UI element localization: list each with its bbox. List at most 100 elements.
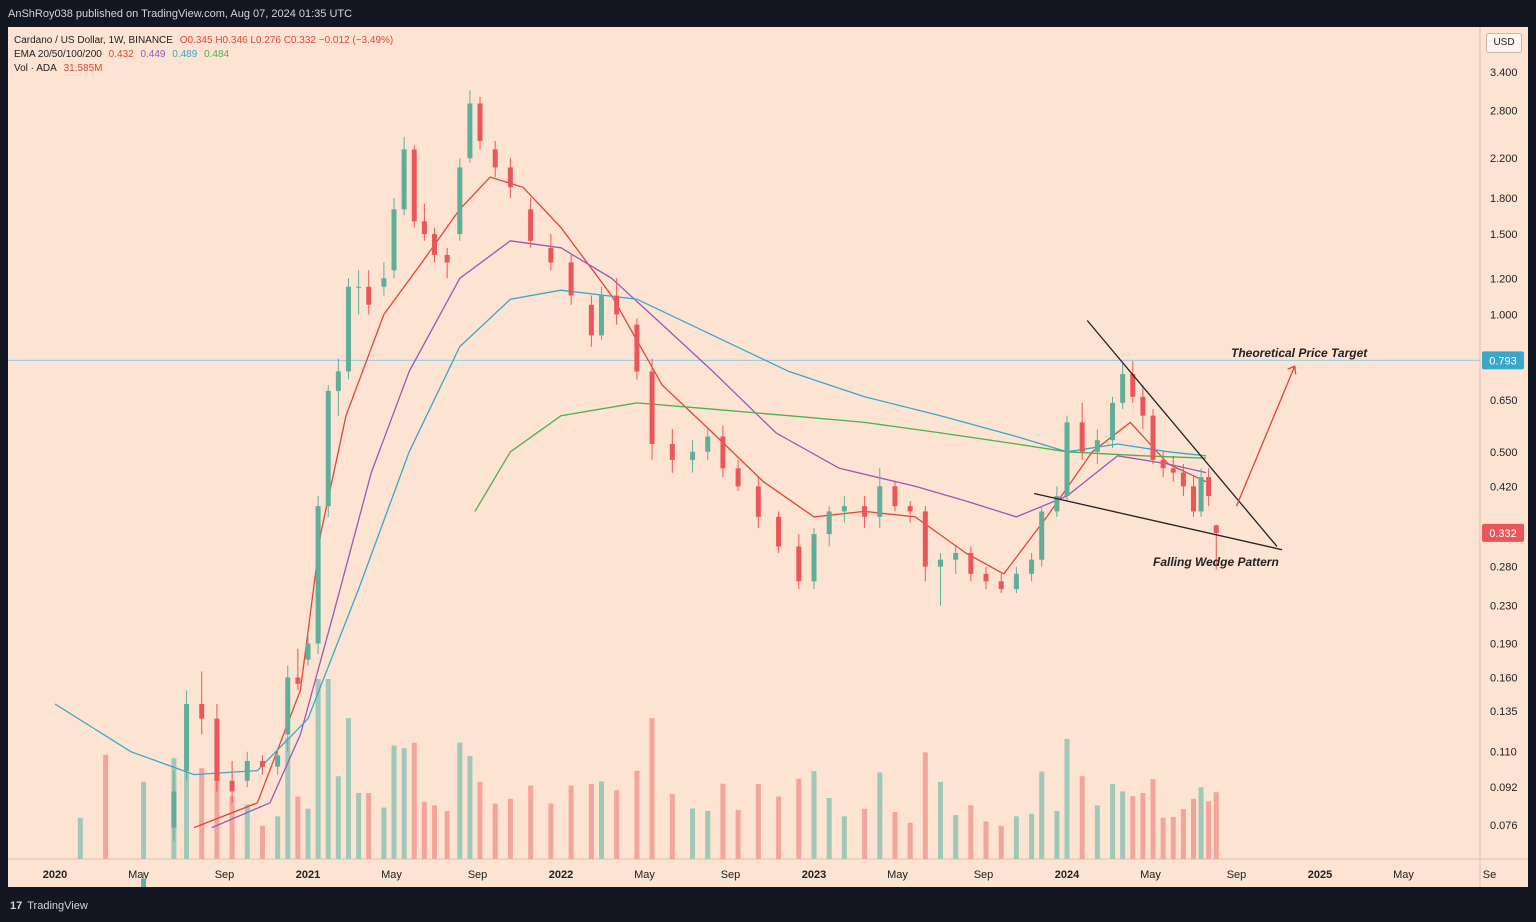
- candle-body: [295, 677, 301, 684]
- candle-body: [877, 486, 883, 517]
- volume-bar: [1054, 810, 1060, 859]
- tradingview-logo-icon: 17: [10, 900, 23, 912]
- candle-body: [690, 451, 696, 460]
- candle-body: [1170, 468, 1176, 473]
- candle-body: [335, 371, 341, 391]
- candle-body: [1130, 374, 1136, 397]
- y-tick-label: 0.190: [1490, 638, 1518, 650]
- chart-panel[interactable]: 3.400 2.800 2.200 1.800 1.500 1.200 1.000 0.650…: [8, 27, 1528, 887]
- candle-body: [492, 149, 498, 168]
- candle-body: [634, 324, 640, 372]
- legend-ema200-value: 0.484: [204, 49, 230, 60]
- candle-body: [184, 703, 190, 771]
- volume-bar: [1160, 817, 1166, 859]
- legend-ema-row: EMA 20/50/100/200 0.432 0.449 0.489 0.48…: [14, 48, 397, 62]
- legend-ema100-value: 0.489: [172, 49, 198, 60]
- x-tick-label: May: [128, 869, 149, 881]
- volume-bar: [366, 792, 372, 859]
- volume-bar: [391, 745, 397, 859]
- volume-bar: [381, 807, 387, 859]
- annotation-price-target: Theoretical Price Target: [1231, 346, 1368, 360]
- volume-bar: [103, 754, 109, 859]
- x-tick-label: Sep: [974, 869, 994, 881]
- candle-body: [305, 643, 311, 660]
- volume-bar: [862, 808, 868, 859]
- tradingview-brand: TradingView: [27, 900, 88, 912]
- candle-body: [1120, 374, 1126, 403]
- candle-body: [1094, 440, 1100, 452]
- candle-body: [796, 546, 802, 582]
- y-tick-label: 1.800: [1490, 193, 1518, 205]
- candle-body: [755, 486, 761, 517]
- y-tick-label: 2.800: [1490, 105, 1518, 117]
- y-tick-label: 0.110: [1490, 747, 1517, 759]
- volume-bar: [705, 810, 711, 859]
- volume-bar: [1120, 791, 1126, 859]
- candle-body: [1064, 422, 1070, 496]
- volume-bar: [953, 815, 959, 859]
- x-tick-label: 2023: [802, 869, 826, 881]
- candle-body: [381, 278, 387, 287]
- x-tick-label: Sep: [215, 869, 235, 881]
- x-tick-label: May: [1393, 869, 1414, 881]
- volume-bar: [275, 816, 281, 859]
- currency-selector[interactable]: USD: [1486, 33, 1522, 53]
- volume-bar: [141, 781, 147, 859]
- ema200-line: [474, 402, 1207, 512]
- y-tick-label: 0.135: [1490, 706, 1518, 718]
- volume-bar: [492, 803, 498, 859]
- chart-legend: Cardano / US Dollar, 1W, BINANCE O0.345 …: [14, 34, 397, 76]
- wedge-upper-line: [1086, 320, 1278, 547]
- x-tick-label: May: [887, 869, 908, 881]
- volume-bar: [907, 822, 913, 859]
- volume-bar: [690, 808, 696, 859]
- y-tick-label: 0.092: [1490, 782, 1518, 794]
- volume-bar: [720, 783, 726, 859]
- volume-bar: [776, 796, 782, 859]
- candle-body: [444, 254, 450, 263]
- candle-body: [588, 304, 594, 336]
- candle-body: [171, 791, 177, 828]
- x-tick-label: 2021: [296, 869, 320, 881]
- candle-body: [892, 486, 898, 507]
- tradingview-logo[interactable]: 17 TradingView: [10, 900, 88, 912]
- candle-body: [411, 149, 417, 222]
- candle-body: [1029, 559, 1035, 574]
- volume-bar: [345, 718, 351, 859]
- volume-bar: [507, 798, 513, 859]
- x-tick-label: Sep: [721, 869, 741, 881]
- volume-bar: [634, 770, 640, 859]
- legend-vol-value: 31.585M: [63, 63, 103, 74]
- x-tick-label: Sep: [1227, 869, 1247, 881]
- volume-bar: [669, 794, 675, 859]
- legend-vol-label: Vol · ADA: [14, 63, 57, 74]
- candle-body: [507, 167, 513, 188]
- candle-body: [457, 167, 463, 235]
- price-chart[interactable]: 3.400 2.800 2.200 1.800 1.500 1.200 1.000 0.650…: [8, 27, 1528, 887]
- price-label-text: 0.332: [1489, 528, 1517, 540]
- volume-bar: [614, 790, 620, 859]
- y-tick-label: 0.160: [1490, 673, 1518, 685]
- y-tick-label: 0.280: [1490, 562, 1518, 574]
- candle-body: [1079, 422, 1085, 452]
- candle-body: [1180, 472, 1186, 487]
- x-tick-label: 2025: [1308, 869, 1332, 881]
- y-tick-label: 1.200: [1490, 273, 1518, 285]
- volume-bar: [892, 811, 898, 859]
- publish-bar: AnShRoy038 published on TradingView.com,…: [0, 0, 1536, 27]
- candle-body: [401, 149, 407, 210]
- candle-body: [432, 234, 437, 255]
- candle-body: [199, 703, 205, 719]
- candle-body: [705, 436, 711, 452]
- volume-bar: [1064, 738, 1070, 859]
- x-tick-label: May: [1140, 869, 1161, 881]
- candle-body: [649, 371, 655, 445]
- candle-body: [568, 262, 574, 296]
- x-tick-label: 2020: [43, 869, 67, 881]
- candle-body: [548, 247, 554, 263]
- volume-bar: [444, 810, 450, 859]
- volume-bar: [598, 781, 604, 859]
- candle-body: [968, 552, 974, 574]
- volume-bar: [649, 718, 655, 859]
- candle-body: [259, 760, 265, 767]
